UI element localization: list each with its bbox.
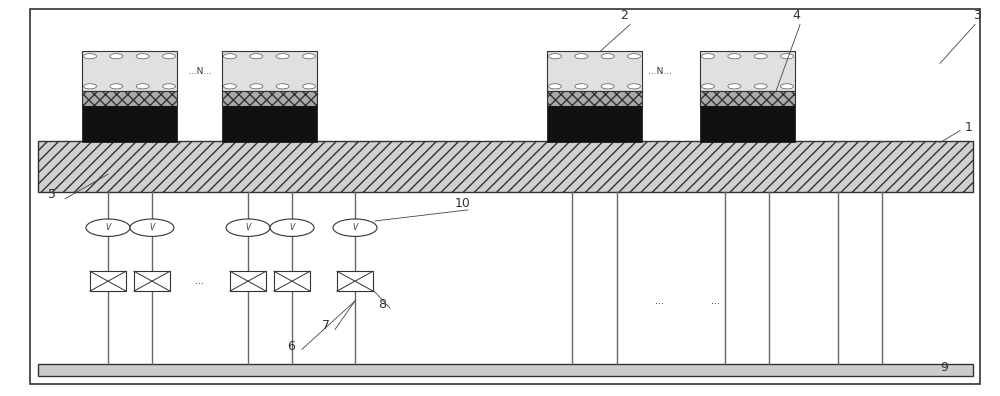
Circle shape [276,53,289,59]
Circle shape [548,84,562,89]
Circle shape [270,219,314,236]
Bar [82,91,177,106]
Circle shape [84,84,96,89]
Circle shape [136,84,149,89]
Text: V: V [105,223,111,232]
Circle shape [302,84,316,89]
Circle shape [728,84,741,89]
Text: 6: 6 [287,341,295,354]
Circle shape [136,53,149,59]
Circle shape [780,84,793,89]
Bar [82,106,177,142]
Bar [222,51,317,91]
Circle shape [84,53,96,59]
Text: V: V [352,223,358,232]
Circle shape [601,53,614,59]
Circle shape [162,84,175,89]
Circle shape [86,219,130,236]
Circle shape [250,53,263,59]
Circle shape [110,53,123,59]
Circle shape [754,84,767,89]
Circle shape [224,53,237,59]
Text: ...: ... [710,296,720,306]
Circle shape [628,84,640,89]
Text: 3: 3 [973,9,981,22]
Text: 5: 5 [48,188,56,201]
Circle shape [601,84,614,89]
Circle shape [702,84,714,89]
Circle shape [754,53,767,59]
Circle shape [162,53,175,59]
Text: 10: 10 [455,197,471,210]
Bar [274,271,310,291]
Bar [700,51,795,91]
Circle shape [575,53,588,59]
Text: ...N...: ...N... [188,67,212,76]
Text: 7: 7 [322,320,330,333]
Text: 1: 1 [965,121,973,134]
Circle shape [130,219,174,236]
Circle shape [575,84,588,89]
Text: ...N...: ...N... [648,67,672,76]
Bar [222,106,317,142]
Text: ...: ... [196,276,205,286]
Circle shape [110,84,123,89]
Bar [222,91,317,106]
Circle shape [224,84,237,89]
Bar [700,106,795,142]
Text: 9: 9 [940,362,948,375]
Bar [38,364,973,376]
Circle shape [276,84,289,89]
Circle shape [728,53,741,59]
Text: 2: 2 [620,9,628,22]
Circle shape [226,219,270,236]
Text: ...: ... [656,296,664,306]
Circle shape [702,53,714,59]
Circle shape [302,53,316,59]
Bar [547,91,642,106]
Circle shape [628,53,640,59]
Circle shape [780,53,793,59]
Bar [230,271,266,291]
Bar [700,91,795,106]
Circle shape [548,53,562,59]
Bar [134,271,170,291]
Bar [38,141,973,192]
Bar [337,271,373,291]
Text: V: V [149,223,155,232]
Text: V: V [289,223,295,232]
Bar [90,271,126,291]
Text: 4: 4 [792,9,800,22]
Text: V: V [245,223,251,232]
Text: 8: 8 [378,298,386,311]
Circle shape [250,84,263,89]
Circle shape [333,219,377,236]
Bar [547,51,642,91]
Bar [547,106,642,142]
Bar [82,51,177,91]
